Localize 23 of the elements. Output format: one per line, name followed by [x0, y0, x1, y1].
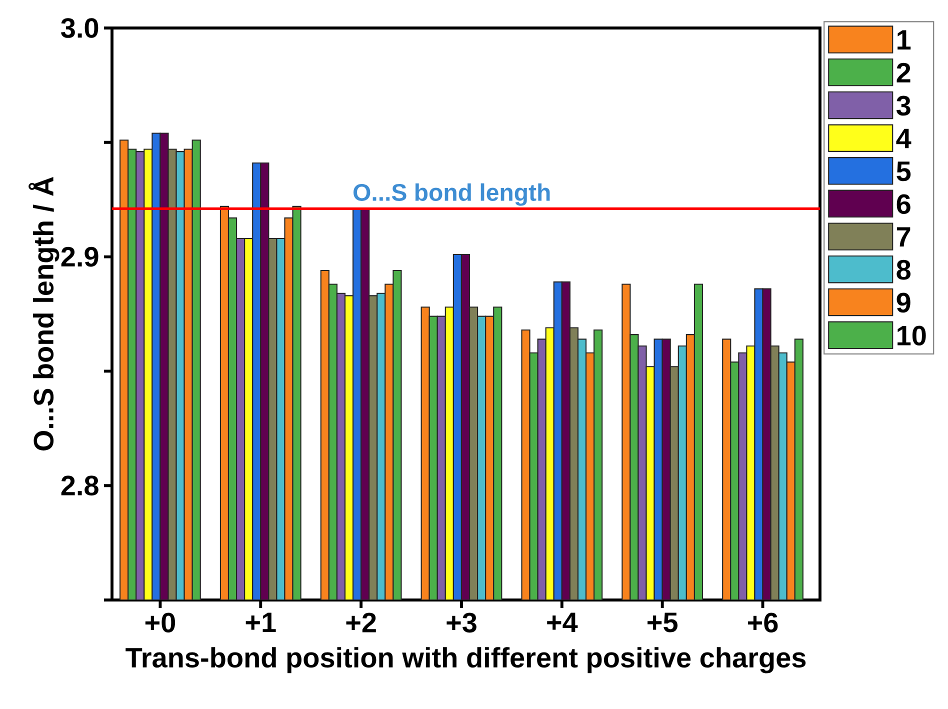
x-tick-label: +5: [648, 612, 678, 632]
x-tick-label: +0: [145, 612, 176, 633]
legend-label: 10: [898, 326, 926, 346]
x-axis-title: Trans-bond position with different positive charges: [126, 647, 806, 674]
x-tick-label: +1: [246, 612, 276, 632]
legend-label: 9: [896, 292, 910, 313]
y-axis-title: O...S bond length / Å: [28, 177, 60, 451]
y-tick-label: 3.0: [61, 18, 98, 38]
legend-label: 5: [896, 162, 911, 182]
x-tick-label: +3: [446, 612, 476, 633]
legend-label: 3: [896, 96, 910, 116]
legend-label: 6: [896, 194, 910, 214]
ref-line-label: O...S bond length: [354, 183, 550, 206]
legend-label: 4: [896, 128, 912, 148]
x-tick-label: +6: [748, 612, 778, 633]
y-tick-label: 2.9: [61, 246, 98, 267]
legend-label: 7: [897, 227, 910, 247]
y-tick-label: 2.8: [61, 476, 98, 496]
x-tick-label: +4: [547, 612, 578, 632]
legend-label: 1: [898, 30, 911, 50]
x-tick-label: +2: [346, 612, 376, 632]
legend-label: 8: [896, 260, 911, 280]
legend-label: 2: [896, 62, 910, 82]
